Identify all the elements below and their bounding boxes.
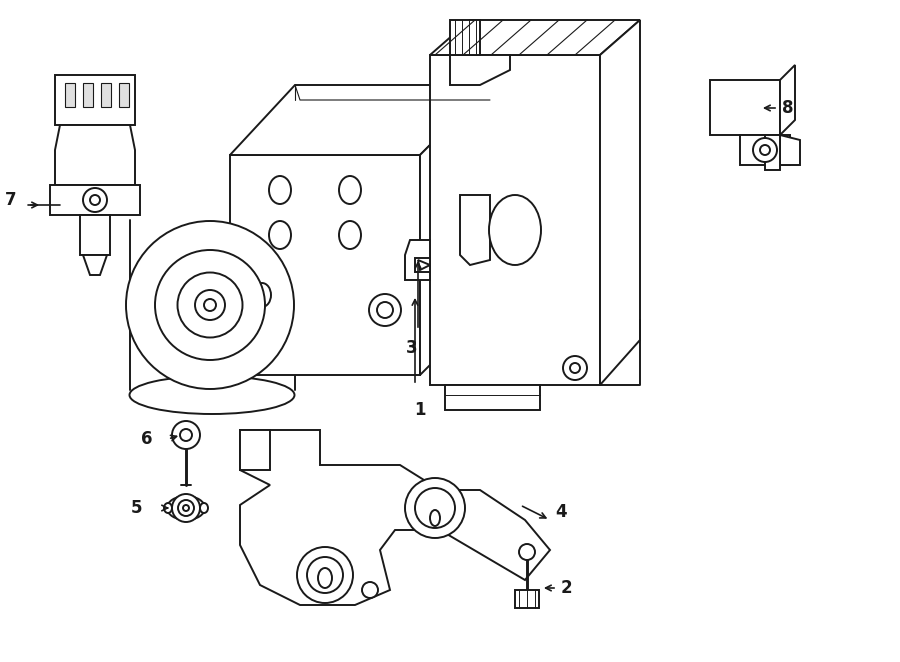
Ellipse shape: [339, 176, 361, 204]
Circle shape: [415, 488, 455, 528]
Polygon shape: [240, 430, 270, 470]
Ellipse shape: [318, 568, 332, 588]
Ellipse shape: [253, 283, 271, 307]
Ellipse shape: [269, 176, 291, 204]
Circle shape: [90, 195, 100, 205]
Circle shape: [362, 582, 378, 598]
Polygon shape: [780, 65, 795, 135]
Circle shape: [172, 494, 200, 522]
Polygon shape: [230, 85, 490, 155]
Polygon shape: [430, 55, 600, 385]
Circle shape: [178, 500, 194, 516]
Polygon shape: [195, 255, 230, 375]
Polygon shape: [515, 590, 539, 608]
Polygon shape: [65, 83, 75, 107]
Polygon shape: [600, 20, 640, 385]
Circle shape: [195, 290, 225, 320]
Circle shape: [83, 188, 107, 212]
Text: 5: 5: [131, 499, 142, 517]
Circle shape: [519, 544, 535, 560]
Polygon shape: [55, 125, 135, 185]
Polygon shape: [80, 215, 110, 255]
Circle shape: [307, 557, 343, 593]
Polygon shape: [101, 83, 111, 107]
Circle shape: [760, 145, 770, 155]
Ellipse shape: [430, 510, 440, 526]
Polygon shape: [55, 75, 135, 125]
Circle shape: [563, 356, 587, 380]
Circle shape: [204, 299, 216, 311]
Polygon shape: [83, 255, 107, 275]
Polygon shape: [710, 80, 780, 135]
Ellipse shape: [126, 221, 294, 389]
Polygon shape: [50, 185, 140, 215]
Circle shape: [753, 138, 777, 162]
Polygon shape: [780, 135, 800, 165]
Polygon shape: [445, 385, 540, 410]
Ellipse shape: [155, 250, 265, 360]
Polygon shape: [460, 195, 490, 265]
Circle shape: [405, 478, 465, 538]
Ellipse shape: [167, 496, 205, 520]
Polygon shape: [450, 55, 510, 85]
Polygon shape: [240, 430, 550, 605]
Polygon shape: [430, 20, 640, 55]
Polygon shape: [83, 83, 93, 107]
Circle shape: [183, 505, 189, 511]
Text: 6: 6: [141, 430, 152, 448]
Ellipse shape: [164, 503, 172, 513]
Polygon shape: [405, 240, 430, 280]
Ellipse shape: [177, 273, 242, 338]
Ellipse shape: [130, 376, 294, 414]
Text: 4: 4: [555, 503, 567, 521]
Polygon shape: [415, 258, 430, 272]
Polygon shape: [418, 260, 430, 270]
Text: 2: 2: [561, 579, 572, 597]
Text: 3: 3: [406, 339, 418, 357]
Ellipse shape: [200, 503, 208, 513]
Circle shape: [297, 547, 353, 603]
Polygon shape: [230, 155, 420, 375]
Polygon shape: [740, 135, 790, 165]
Text: 1: 1: [414, 401, 426, 419]
Polygon shape: [119, 83, 129, 107]
Circle shape: [180, 429, 192, 441]
Circle shape: [369, 294, 401, 326]
Polygon shape: [420, 85, 490, 375]
Circle shape: [172, 421, 200, 449]
Ellipse shape: [339, 221, 361, 249]
Polygon shape: [450, 20, 480, 55]
Circle shape: [377, 302, 393, 318]
Polygon shape: [765, 135, 780, 170]
Text: 8: 8: [782, 99, 794, 117]
Text: 7: 7: [5, 191, 16, 209]
Ellipse shape: [269, 221, 291, 249]
Ellipse shape: [489, 195, 541, 265]
Circle shape: [570, 363, 580, 373]
